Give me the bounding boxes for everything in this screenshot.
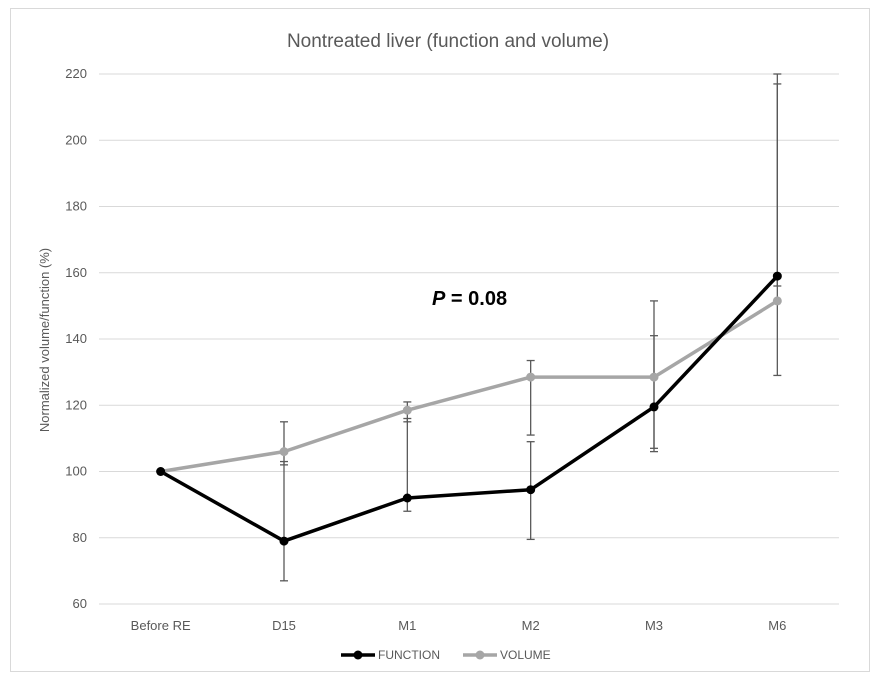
function-legend-marker	[353, 650, 363, 660]
y-tick-label: 160	[65, 265, 87, 280]
function-legend-label: FUNCTION	[378, 648, 440, 662]
volume-data-point	[402, 405, 412, 415]
x-tick-label: Before RE	[131, 618, 191, 633]
function-data-point	[772, 271, 782, 281]
y-tick-label: 220	[65, 66, 87, 81]
y-tick-label: 180	[65, 199, 87, 214]
chart-title: Nontreated liver (function and volume)	[287, 31, 609, 52]
y-tick-label: 100	[65, 464, 87, 479]
volume-data-point	[772, 296, 782, 306]
y-tick-label: 60	[73, 596, 87, 611]
volume-series-line	[160, 299, 779, 474]
volume-data-point	[649, 372, 659, 382]
function-data-point	[649, 402, 659, 412]
series-lines	[159, 274, 779, 543]
line-chart: Nontreated liver (function and volume) N…	[37, 31, 839, 662]
function-data-point	[526, 485, 536, 495]
y-tick-label: 140	[65, 331, 87, 346]
p-value-text: = 0.08	[445, 288, 507, 310]
volume-data-point	[279, 447, 289, 457]
function-data-point	[156, 467, 166, 476]
function-data-point	[279, 536, 289, 546]
volume-legend-marker	[475, 650, 485, 660]
volume-legend-label: VOLUME	[500, 648, 551, 662]
volume-data-point	[526, 372, 536, 382]
x-tick-label: D15	[272, 618, 296, 633]
function-series-line	[159, 274, 779, 543]
gridlines	[99, 73, 839, 605]
p-symbol: P	[432, 288, 446, 310]
x-tick-label: M1	[398, 618, 416, 633]
x-tick-label: M2	[522, 618, 540, 633]
y-axis-label: Normalized volume/function (%)	[37, 248, 52, 432]
function-data-point	[402, 493, 412, 503]
p-value-annotation: P = 0.08	[432, 288, 507, 310]
error-bars	[280, 73, 782, 582]
y-tick-label: 80	[73, 530, 87, 545]
x-axis-ticks: Before RE D15 M1 M2 M3 M6	[131, 618, 787, 633]
y-axis-ticks: 60 80 100 120 140 160 180 200 220	[65, 66, 87, 611]
x-tick-label: M6	[768, 618, 786, 633]
y-tick-label: 200	[65, 132, 87, 147]
data-points	[156, 271, 782, 546]
y-tick-label: 120	[65, 397, 87, 412]
legend: FUNCTION VOLUME	[341, 648, 551, 662]
chart-frame: Nontreated liver (function and volume) N…	[10, 8, 870, 672]
x-tick-label: M3	[645, 618, 663, 633]
